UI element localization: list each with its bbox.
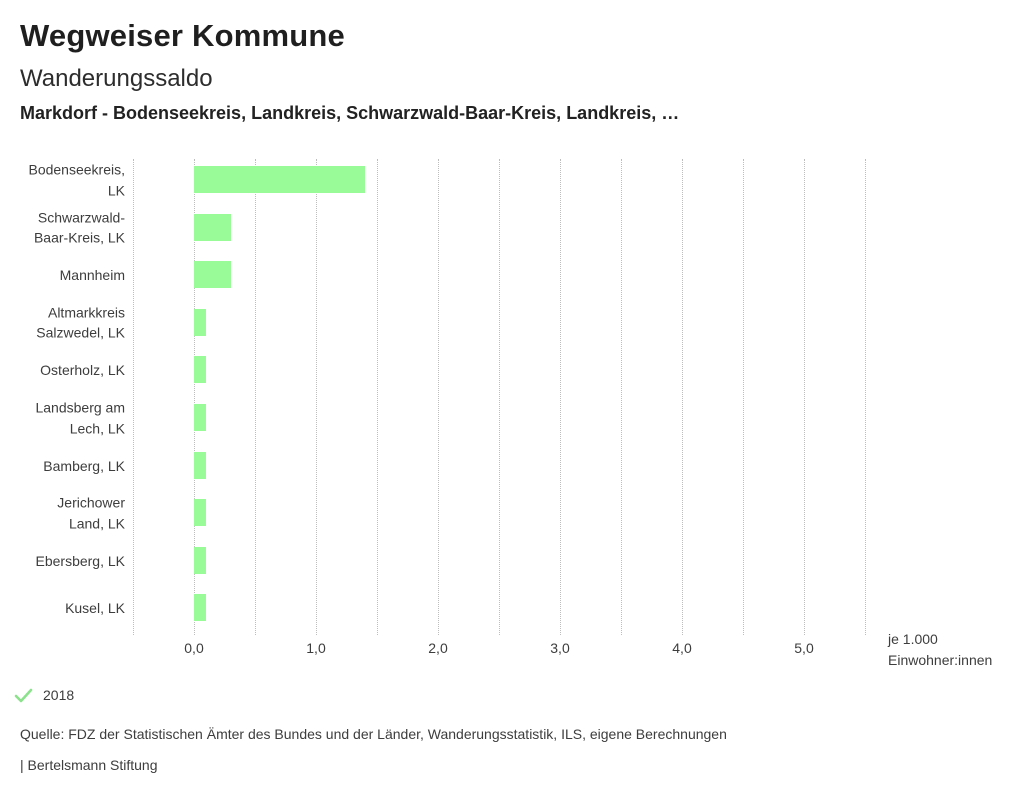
gridline xyxy=(682,159,683,635)
category-label: Schwarzwald- Baar-Kreis, LK xyxy=(33,209,125,246)
gridline xyxy=(194,159,195,635)
category-label: Jerichower Land, LK xyxy=(57,494,125,532)
category-label: Mannheim xyxy=(59,266,125,283)
chart-title: Wanderungssaldo xyxy=(20,65,213,92)
value-bar[interactable] xyxy=(194,356,207,384)
axis-unit-line-2: Einwohner:innen xyxy=(888,652,993,668)
value-bar[interactable] xyxy=(194,499,207,527)
x-tick-label: 2,0 xyxy=(428,640,448,656)
source-line: Quelle: FDZ der Statistischen Ämter des … xyxy=(20,726,727,742)
gridline xyxy=(743,159,744,635)
category-labels: Bodenseekreis, LK Schwarzwald- Baar-Kreis, … xyxy=(0,159,125,635)
axis-unit-label: je 1.000 Einwohner:innen xyxy=(888,629,992,671)
gridline xyxy=(133,159,134,635)
gridline xyxy=(255,159,256,635)
value-bar[interactable] xyxy=(194,261,231,289)
branding-line: | Bertelsmann Stiftung xyxy=(20,757,158,773)
legend-year-label: 2018 xyxy=(43,687,75,703)
gridline xyxy=(560,159,561,635)
plot-area xyxy=(133,159,866,635)
comparison-line: Markdorf - Bodenseekreis, Landkreis, Sch… xyxy=(20,103,680,123)
gridline xyxy=(804,159,805,635)
axis-unit-line-1: je 1.000 xyxy=(888,631,938,647)
x-tick-label: 3,0 xyxy=(550,640,570,656)
x-axis-ticks: 0,0 1,0 2,0 3,0 4,0 5,0 xyxy=(133,640,865,660)
gridline xyxy=(621,159,622,635)
gridline xyxy=(499,159,500,635)
x-tick-label: 1,0 xyxy=(306,640,326,656)
x-tick-label: 4,0 xyxy=(672,640,692,656)
page-title: Wegweiser Kommune xyxy=(20,18,345,53)
value-bar[interactable] xyxy=(194,451,207,479)
category-label: Landsberg am Lech, LK xyxy=(35,399,125,437)
value-bar[interactable] xyxy=(194,166,365,193)
gridline xyxy=(377,159,378,635)
value-bar[interactable] xyxy=(194,546,207,574)
category-label: Kusel, LK xyxy=(65,600,125,617)
category-label: Osterholz, LK xyxy=(40,362,125,379)
gridline xyxy=(438,159,439,635)
x-tick-label: 5,0 xyxy=(794,640,814,656)
category-label: Bamberg, LK xyxy=(43,457,125,474)
x-tick-label: 0,0 xyxy=(184,640,204,656)
category-label: Ebersberg, LK xyxy=(35,552,126,569)
value-bar[interactable] xyxy=(194,308,207,336)
check-icon xyxy=(14,688,33,703)
gridline xyxy=(865,159,866,635)
value-bar[interactable] xyxy=(194,213,231,241)
gridline xyxy=(316,159,317,635)
value-bar[interactable] xyxy=(194,594,207,622)
category-label: Bodenseekreis, LK xyxy=(28,161,125,199)
legend-item-2018[interactable]: 2018 xyxy=(14,685,74,705)
category-label: Altmarkkreis Salzwedel, LK xyxy=(36,304,125,341)
value-bar[interactable] xyxy=(194,404,207,431)
